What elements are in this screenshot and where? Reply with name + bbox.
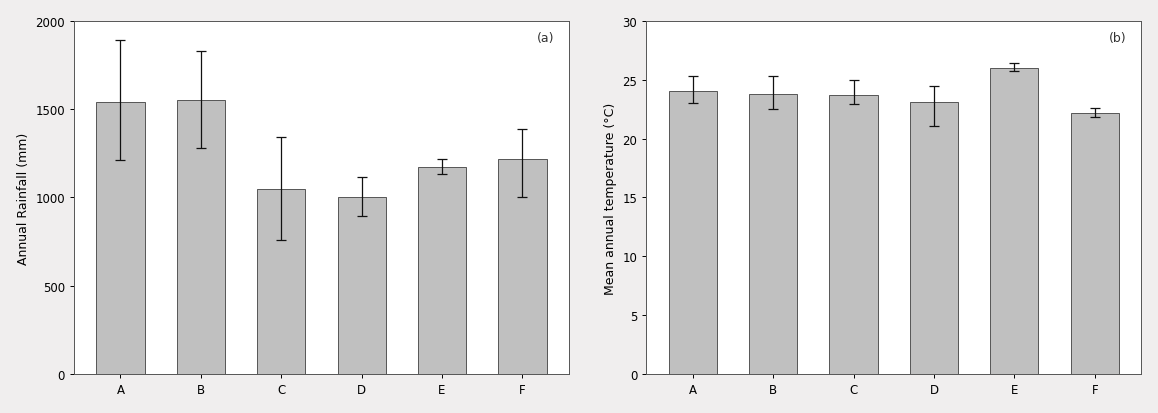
Text: (a): (a) (536, 32, 555, 45)
Bar (257, 189, 306, 375)
Bar (418, 167, 467, 375)
Bar (1071, 113, 1119, 375)
Bar (749, 95, 798, 375)
Y-axis label: Mean annual temperature (°C): Mean annual temperature (°C) (603, 102, 617, 294)
Text: (b): (b) (1109, 32, 1127, 45)
Bar (910, 103, 958, 375)
Bar (829, 96, 878, 375)
Bar (177, 101, 225, 375)
Bar (990, 69, 1039, 375)
Y-axis label: Annual Rainfall (mm): Annual Rainfall (mm) (16, 132, 30, 264)
Bar (337, 197, 386, 375)
Bar (498, 159, 547, 375)
Bar (96, 103, 145, 375)
Bar (668, 92, 717, 375)
